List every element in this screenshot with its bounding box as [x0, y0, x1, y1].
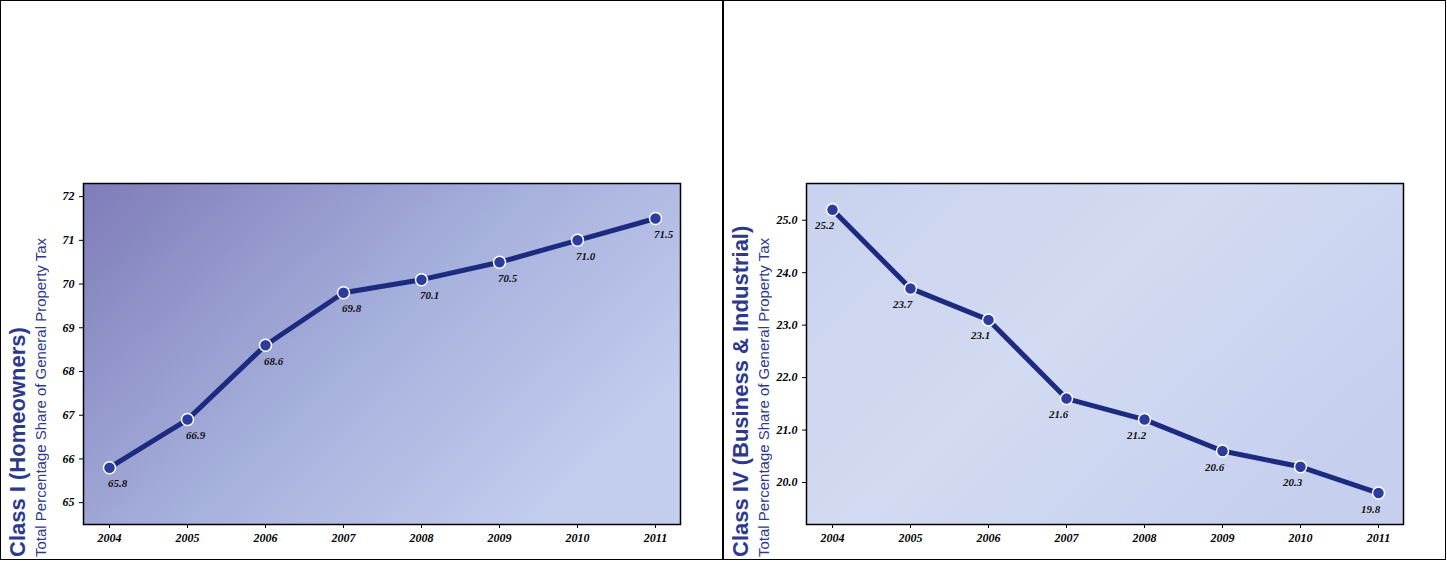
svg-text:2011: 2011 — [1366, 531, 1390, 545]
svg-text:2010: 2010 — [1288, 531, 1313, 545]
html-text:Total Percentage Share of Gene: Total Percentage Share of General Proper… — [755, 237, 772, 557]
svg-text:66: 66 — [63, 452, 75, 466]
svg-text:68: 68 — [63, 364, 75, 378]
svg-text:71.0: 71.0 — [576, 250, 596, 262]
svg-text:2011: 2011 — [643, 531, 667, 545]
svg-text:2009: 2009 — [487, 531, 512, 545]
svg-text:65.8: 65.8 — [108, 477, 128, 489]
svg-text:69.8: 69.8 — [342, 302, 362, 314]
svg-text:2006: 2006 — [976, 531, 1001, 545]
svg-text:2005: 2005 — [175, 531, 200, 545]
svg-text:71.5: 71.5 — [654, 228, 674, 240]
svg-text:20.6: 20.6 — [1204, 461, 1225, 473]
svg-text:70.5: 70.5 — [498, 272, 518, 284]
svg-text:65: 65 — [63, 495, 75, 509]
svg-text:23.7: 23.7 — [892, 298, 913, 310]
svg-text:2008: 2008 — [1132, 531, 1157, 545]
svg-text:72: 72 — [63, 189, 75, 203]
html-text:Class I (Homeowners): Class I (Homeowners) — [5, 327, 30, 557]
svg-text:2009: 2009 — [1210, 531, 1235, 545]
svg-text:2010: 2010 — [565, 531, 590, 545]
svg-text:70: 70 — [63, 277, 75, 291]
svg-text:67: 67 — [63, 408, 76, 422]
html-text:Total Percentage Share of Gene: Total Percentage Share of General Proper… — [32, 237, 49, 557]
svg-text:2007: 2007 — [331, 531, 357, 545]
svg-text:21.2: 21.2 — [1126, 429, 1147, 441]
svg-text:2007: 2007 — [1054, 531, 1080, 545]
svg-text:2004: 2004 — [97, 531, 122, 545]
svg-text:23.1: 23.1 — [970, 329, 990, 341]
svg-text:24.0: 24.0 — [776, 266, 798, 280]
svg-text:66.9: 66.9 — [186, 429, 206, 441]
svg-text:68.6: 68.6 — [264, 355, 284, 367]
svg-text:21.0: 21.0 — [776, 423, 798, 437]
svg-text:20.3: 20.3 — [1282, 476, 1303, 488]
svg-text:23.0: 23.0 — [776, 318, 798, 332]
svg-text:71: 71 — [63, 233, 75, 247]
svg-text:21.6: 21.6 — [1048, 408, 1069, 420]
html-text:Class IV (Business & Industria: Class IV (Business & Industrial) — [728, 225, 753, 557]
svg-text:69: 69 — [63, 321, 75, 335]
svg-text:22.0: 22.0 — [776, 370, 798, 384]
svg-text:25.0: 25.0 — [776, 213, 798, 227]
svg-text:2004: 2004 — [820, 531, 845, 545]
svg-text:2005: 2005 — [898, 531, 923, 545]
svg-text:25.2: 25.2 — [814, 219, 835, 231]
svg-text:2008: 2008 — [409, 531, 434, 545]
svg-text:2006: 2006 — [253, 531, 278, 545]
svg-text:70.1: 70.1 — [420, 289, 439, 301]
svg-text:20.0: 20.0 — [776, 475, 798, 489]
svg-text:19.8: 19.8 — [1361, 503, 1381, 515]
